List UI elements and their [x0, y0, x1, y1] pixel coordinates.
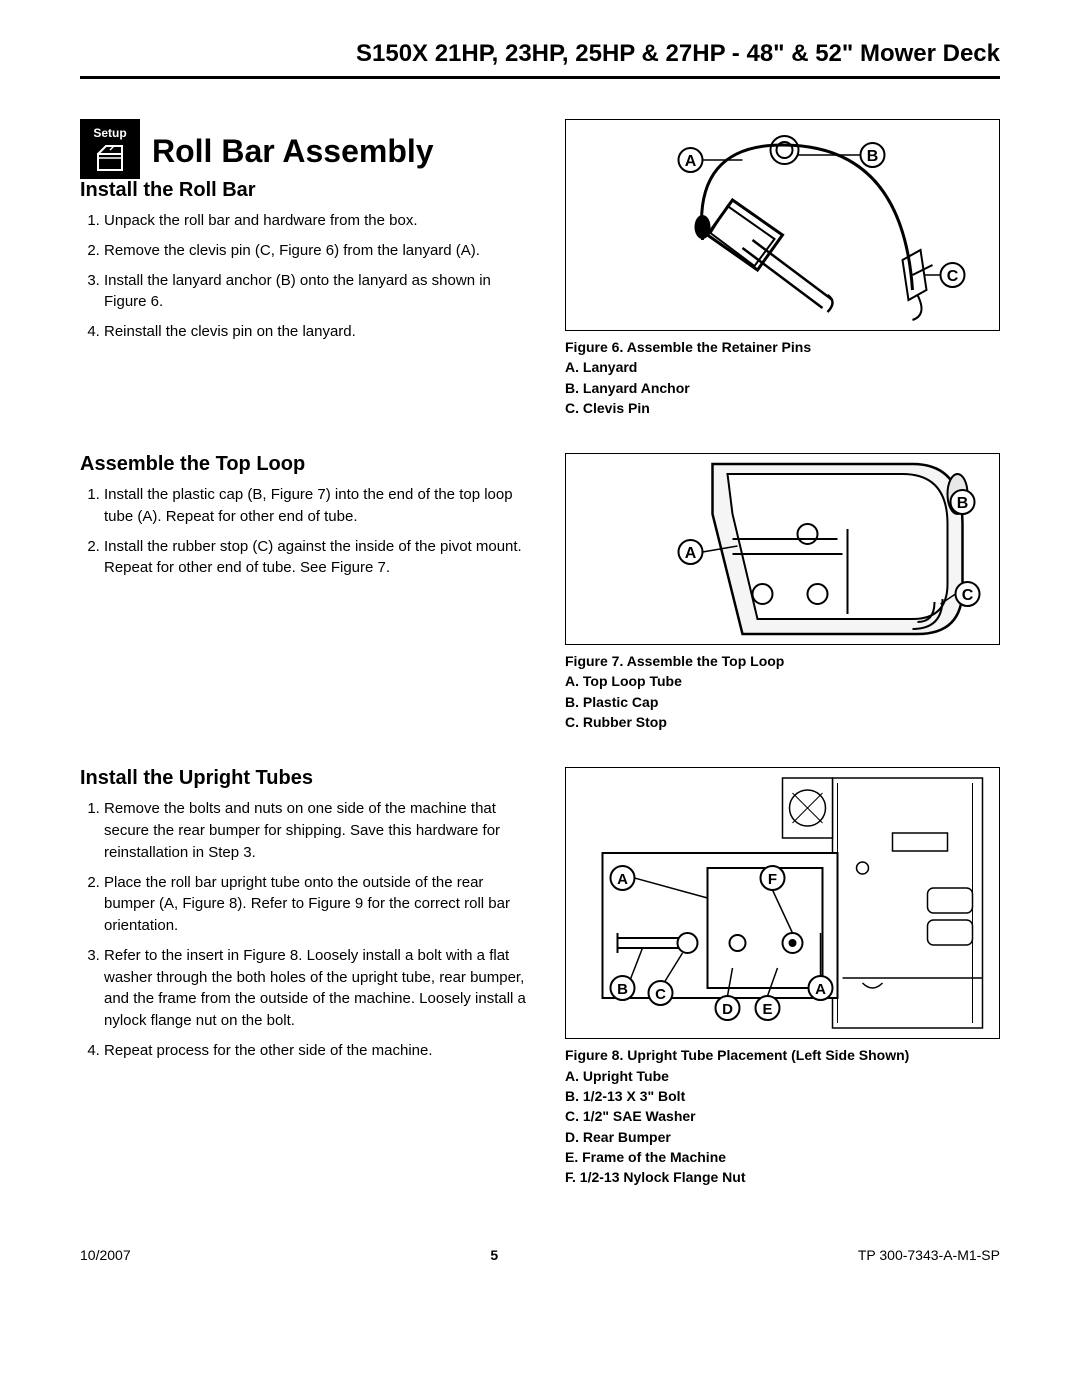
subheading-install-upright-tubes: Install the Upright Tubes [80, 767, 535, 790]
page-footer: 10/2007 5 TP 300-7343-A-M1-SP [80, 1247, 1000, 1263]
figure-title: Figure 7. Assemble the Top Loop [565, 651, 1000, 671]
svg-text:B: B [957, 495, 969, 512]
figure-legend-item: C. 1/2" SAE Washer [565, 1106, 1000, 1126]
figure-legend-item: A. Upright Tube [565, 1066, 1000, 1086]
svg-text:F: F [768, 871, 777, 888]
setup-label: Setup [93, 126, 126, 140]
figure-legend-item: A. Lanyard [565, 357, 1000, 377]
figure-legend-item: C. Rubber Stop [565, 712, 1000, 732]
svg-text:C: C [655, 986, 666, 1003]
figure-legend-item: D. Rear Bumper [565, 1127, 1000, 1147]
svg-text:C: C [962, 587, 974, 604]
svg-text:C: C [947, 268, 959, 285]
setup-icon: Setup [80, 119, 140, 179]
main-heading: Roll Bar Assembly [152, 133, 434, 170]
figure-8-image: A F B C D E [565, 767, 1000, 1039]
step-item: Remove the bolts and nuts on one side of… [104, 798, 535, 863]
figure-legend-item: B. Lanyard Anchor [565, 378, 1000, 398]
svg-text:A: A [815, 981, 826, 998]
section-install-roll-bar: Setup Roll Bar Assembly Install the Roll… [80, 119, 1000, 418]
steps-assemble-top-loop: Install the plastic cap (B, Figure 7) in… [80, 484, 535, 579]
svg-text:B: B [867, 148, 879, 165]
footer-doc-id: TP 300-7343-A-M1-SP [858, 1247, 1000, 1263]
step-item: Repeat process for the other side of the… [104, 1040, 535, 1062]
svg-text:A: A [685, 153, 697, 170]
footer-date: 10/2007 [80, 1247, 131, 1263]
svg-text:A: A [617, 871, 628, 888]
figure-7-image: A B C [565, 453, 1000, 645]
svg-text:B: B [617, 981, 628, 998]
figure-legend-item: B. 1/2-13 X 3" Bolt [565, 1086, 1000, 1106]
figure-legend-item: B. Plastic Cap [565, 692, 1000, 712]
svg-text:A: A [685, 545, 697, 562]
figure-title: Figure 6. Assemble the Retainer Pins [565, 337, 1000, 357]
step-item: Install the lanyard anchor (B) onto the … [104, 270, 535, 314]
subheading-install-roll-bar: Install the Roll Bar [80, 179, 535, 202]
document-header: S150X 21HP, 23HP, 25HP & 27HP - 48" & 52… [80, 40, 1000, 79]
step-item: Unpack the roll bar and hardware from th… [104, 210, 535, 232]
step-item: Reinstall the clevis pin on the lanyard. [104, 321, 535, 343]
figure-title: Figure 8. Upright Tube Placement (Left S… [565, 1045, 1000, 1065]
subheading-assemble-top-loop: Assemble the Top Loop [80, 453, 535, 476]
step-item: Remove the clevis pin (C, Figure 6) from… [104, 240, 535, 262]
steps-install-roll-bar: Unpack the roll bar and hardware from th… [80, 210, 535, 343]
figure-6-caption: Figure 6. Assemble the Retainer Pins A. … [565, 337, 1000, 418]
figure-6-image: A B C [565, 119, 1000, 331]
figure-7-caption: Figure 7. Assemble the Top Loop A. Top L… [565, 651, 1000, 732]
footer-page-number: 5 [490, 1247, 498, 1263]
section-install-upright-tubes: Install the Upright Tubes Remove the bol… [80, 767, 1000, 1187]
step-item: Place the roll bar upright tube onto the… [104, 872, 535, 937]
figure-legend-item: F. 1/2-13 Nylock Flange Nut [565, 1167, 1000, 1187]
svg-text:D: D [722, 1001, 733, 1018]
section-assemble-top-loop: Assemble the Top Loop Install the plasti… [80, 453, 1000, 732]
figure-legend-item: E. Frame of the Machine [565, 1147, 1000, 1167]
step-item: Install the rubber stop (C) against the … [104, 536, 535, 580]
step-item: Refer to the insert in Figure 8. Loosely… [104, 945, 535, 1032]
step-item: Install the plastic cap (B, Figure 7) in… [104, 484, 535, 528]
figure-legend-item: C. Clevis Pin [565, 398, 1000, 418]
figure-8-caption: Figure 8. Upright Tube Placement (Left S… [565, 1045, 1000, 1187]
figure-legend-item: A. Top Loop Tube [565, 671, 1000, 691]
svg-text:E: E [762, 1001, 772, 1018]
steps-install-upright-tubes: Remove the bolts and nuts on one side of… [80, 798, 535, 1061]
